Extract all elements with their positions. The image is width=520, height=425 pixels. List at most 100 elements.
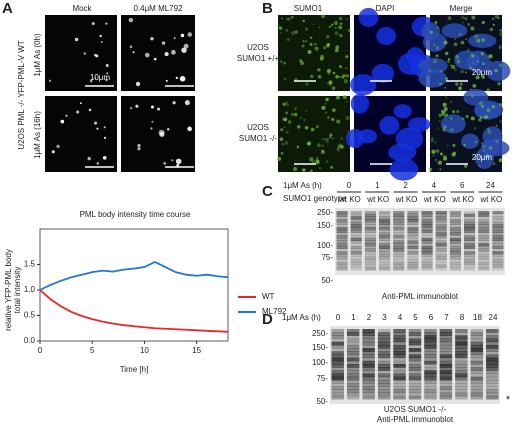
speckle: [480, 142, 484, 145]
band: [455, 383, 468, 387]
band: [377, 392, 391, 397]
band: [407, 245, 419, 250]
pml-body: [187, 32, 193, 37]
speckle: [326, 42, 331, 47]
pml-body: [150, 36, 154, 41]
pml-body: [76, 110, 80, 114]
band: [350, 259, 362, 263]
band: [421, 216, 433, 220]
band: [478, 237, 490, 241]
speckle: [328, 25, 331, 28]
x-axis-label: Time [h]: [120, 365, 149, 374]
speckle: [492, 162, 496, 165]
speckle: [460, 69, 464, 74]
band: [492, 216, 504, 220]
band: [377, 389, 391, 394]
band: [424, 332, 437, 336]
genotype-label: SUMO1 genotype: [283, 194, 347, 203]
band: [449, 259, 461, 263]
speckle: [431, 149, 436, 154]
band: [393, 232, 405, 236]
band: [449, 245, 461, 250]
y-tick-label: 1.5: [24, 260, 36, 269]
band: [464, 221, 476, 225]
band: [393, 335, 406, 340]
band: [364, 261, 376, 266]
band: [362, 376, 375, 381]
pml-body: [105, 22, 108, 25]
band: [470, 392, 484, 397]
band: [408, 376, 422, 381]
band: [470, 354, 484, 359]
band: [492, 219, 504, 223]
band: [393, 211, 405, 215]
band: [439, 351, 453, 355]
speckle: [304, 125, 309, 130]
band: [331, 332, 344, 336]
band: [435, 224, 447, 228]
band: [336, 267, 348, 271]
y-tick-label: 1.0: [24, 285, 36, 294]
band: [393, 389, 406, 394]
nucleus: [388, 143, 417, 162]
timepoint: 8: [460, 313, 465, 322]
band: [362, 367, 375, 371]
band: [408, 360, 422, 365]
band: [470, 360, 484, 365]
speckle: [458, 32, 462, 36]
band: [364, 224, 376, 228]
speckle: [482, 62, 485, 66]
band: [455, 370, 468, 375]
band: [421, 243, 433, 247]
band: [492, 221, 504, 225]
band: [331, 389, 344, 394]
band: [331, 370, 344, 375]
pml-body: [180, 33, 185, 38]
band: [408, 386, 422, 390]
band: [364, 248, 376, 252]
band: [408, 389, 422, 394]
row-label: 1μM As (0h): [33, 33, 42, 77]
band: [379, 261, 391, 266]
band: [379, 243, 391, 247]
band: [449, 235, 461, 239]
speckle: [480, 52, 484, 56]
band: [449, 240, 461, 244]
band: [407, 259, 419, 263]
speckle: [442, 154, 447, 159]
x-tick-label: 5: [90, 346, 95, 355]
band: [379, 224, 391, 228]
pml-body: [161, 41, 166, 45]
band: [449, 216, 461, 220]
speckle: [338, 16, 343, 21]
band: [336, 243, 348, 247]
lane: [393, 329, 406, 400]
band: [362, 373, 375, 378]
band: [393, 392, 406, 397]
speckle: [434, 20, 438, 24]
speckle: [345, 18, 348, 21]
band: [393, 229, 405, 233]
micrograph: [278, 96, 350, 172]
band: [455, 351, 468, 355]
band: [478, 211, 490, 215]
band: [364, 245, 376, 250]
band: [407, 213, 419, 217]
speckle: [487, 130, 492, 135]
band: [470, 364, 484, 368]
pml-body: [89, 79, 93, 83]
band: [407, 221, 419, 225]
speckle: [329, 133, 333, 137]
speckle: [321, 14, 325, 19]
speckle: [478, 118, 482, 122]
pml-body: [175, 76, 179, 80]
speckle: [293, 112, 298, 117]
speckle: [315, 125, 319, 129]
band: [464, 245, 476, 250]
lane: [336, 211, 348, 271]
band: [377, 383, 391, 387]
column-header: 0.4μM ML792: [133, 4, 183, 13]
legend-label: ML792: [262, 307, 287, 316]
band: [350, 237, 362, 241]
speckle: [464, 164, 468, 168]
